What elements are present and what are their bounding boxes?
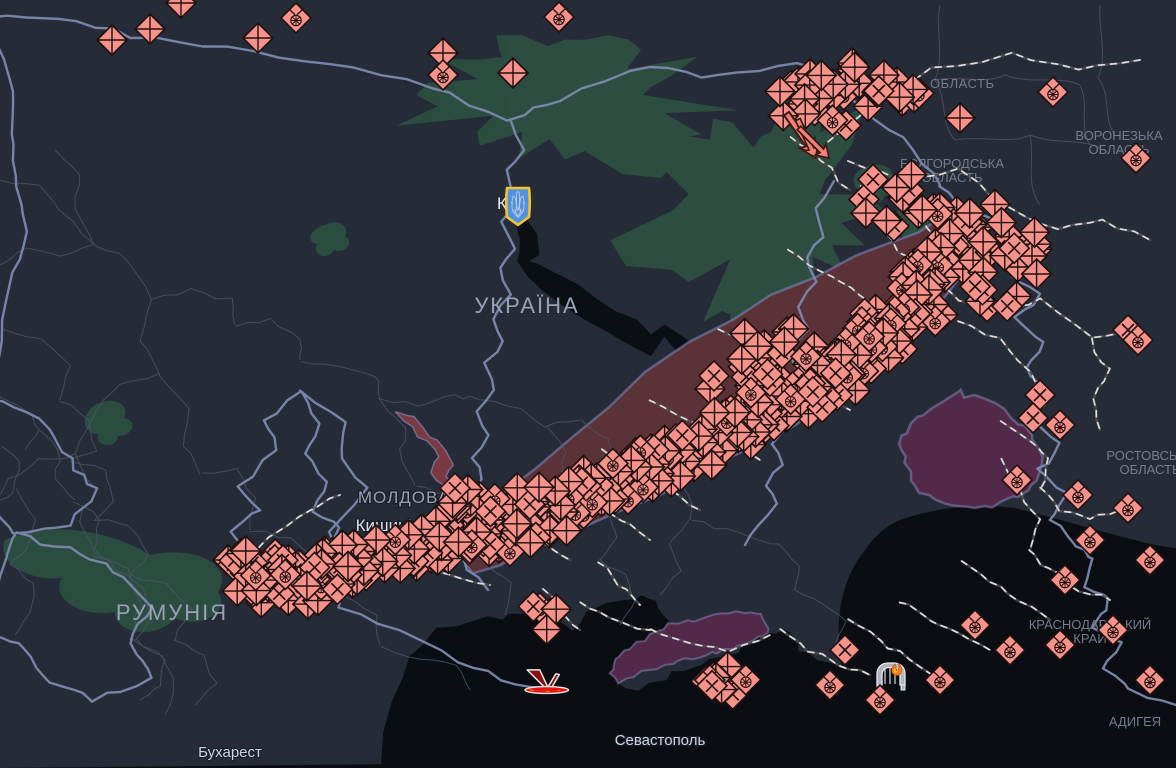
svg-text:ВОРОНЕЗЬКА: ВОРОНЕЗЬКА <box>1075 128 1163 143</box>
svg-text:ОБЛАСТЬ: ОБЛАСТЬ <box>922 170 983 185</box>
svg-text:МОЛДОВА: МОЛДОВА <box>358 488 450 507</box>
svg-text:ОБЛАСТЬ: ОБЛАСТЬ <box>1120 462 1176 477</box>
svg-text:Бухарест: Бухарест <box>198 744 262 761</box>
svg-text:АДИГЕЯ: АДИГЕЯ <box>1109 714 1161 729</box>
svg-text:ОБЛАСТЬ: ОБЛАСТЬ <box>930 76 995 91</box>
svg-text:РУМУНІЯ: РУМУНІЯ <box>116 600 228 625</box>
svg-text:РОСТОВСЬКА: РОСТОВСЬКА <box>1106 448 1176 463</box>
svg-text:Севастополь: Севастополь <box>615 732 706 749</box>
svg-text:УКРАЇНА: УКРАЇНА <box>474 293 579 318</box>
